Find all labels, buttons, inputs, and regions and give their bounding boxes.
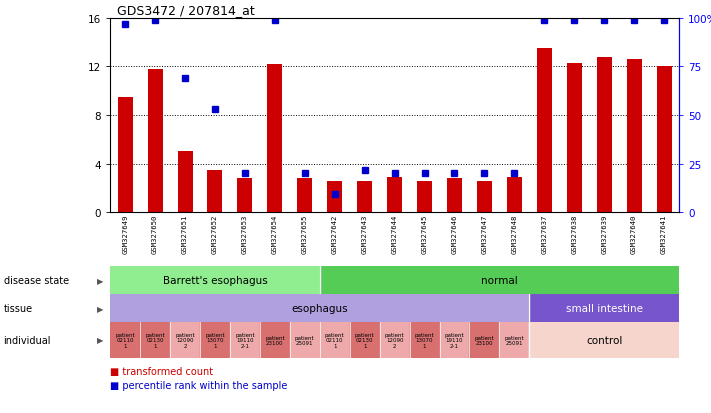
Text: tissue: tissue: [4, 304, 33, 313]
Bar: [529, 323, 679, 358]
Text: GSM327647: GSM327647: [481, 214, 488, 254]
Text: GSM327637: GSM327637: [541, 214, 547, 254]
Bar: [350, 323, 380, 358]
Bar: [267, 65, 282, 213]
Text: ■ transformed count: ■ transformed count: [110, 366, 213, 376]
Text: esophagus: esophagus: [292, 304, 348, 313]
Bar: [320, 323, 350, 358]
Bar: [290, 323, 320, 358]
Text: patient
02130
1: patient 02130 1: [145, 332, 165, 348]
Bar: [439, 323, 469, 358]
Bar: [200, 323, 230, 358]
Bar: [626, 60, 641, 213]
Text: ■ percentile rank within the sample: ■ percentile rank within the sample: [110, 380, 287, 390]
Bar: [178, 152, 193, 213]
Bar: [477, 181, 492, 213]
Bar: [357, 181, 372, 213]
Bar: [597, 57, 611, 213]
Bar: [110, 266, 320, 294]
Text: GSM327650: GSM327650: [152, 214, 158, 254]
Bar: [656, 67, 671, 213]
Text: GSM327644: GSM327644: [392, 214, 397, 254]
Text: small intestine: small intestine: [566, 304, 643, 313]
Text: patient
23100: patient 23100: [265, 335, 284, 345]
Text: patient
12090
2: patient 12090 2: [385, 332, 405, 348]
Text: ▶: ▶: [97, 304, 103, 313]
Bar: [208, 170, 223, 213]
Text: patient
23100: patient 23100: [475, 335, 494, 345]
Text: control: control: [586, 335, 622, 345]
Bar: [417, 181, 432, 213]
Bar: [327, 181, 342, 213]
Text: patient
13070
1: patient 13070 1: [205, 332, 225, 348]
Bar: [118, 97, 133, 213]
Bar: [140, 323, 170, 358]
Text: GSM327645: GSM327645: [422, 214, 427, 254]
Text: patient
19110
2-1: patient 19110 2-1: [235, 332, 255, 348]
Bar: [297, 179, 312, 213]
Text: patient
02130
1: patient 02130 1: [355, 332, 375, 348]
Bar: [230, 323, 260, 358]
Text: GSM327654: GSM327654: [272, 214, 278, 254]
Bar: [110, 294, 529, 323]
Bar: [567, 64, 582, 213]
Bar: [447, 179, 462, 213]
Text: GSM327646: GSM327646: [451, 214, 457, 254]
Text: GSM327653: GSM327653: [242, 214, 248, 254]
Text: GSM327649: GSM327649: [122, 214, 128, 254]
Text: GSM327640: GSM327640: [631, 214, 637, 254]
Text: patient
12090
2: patient 12090 2: [175, 332, 195, 348]
Text: normal: normal: [481, 275, 518, 285]
Text: ▶: ▶: [97, 276, 103, 285]
Bar: [410, 323, 439, 358]
Bar: [537, 49, 552, 213]
Bar: [148, 69, 163, 213]
Bar: [499, 323, 529, 358]
Bar: [110, 323, 140, 358]
Text: GSM327651: GSM327651: [182, 214, 188, 254]
Text: patient
19110
2-1: patient 19110 2-1: [444, 332, 464, 348]
Text: patient
25091: patient 25091: [505, 335, 524, 345]
Text: GSM327648: GSM327648: [511, 214, 518, 254]
Text: individual: individual: [4, 335, 51, 345]
Text: patient
25091: patient 25091: [295, 335, 314, 345]
Text: GSM327638: GSM327638: [571, 214, 577, 254]
Text: GSM327642: GSM327642: [332, 214, 338, 254]
Text: patient
13070
1: patient 13070 1: [415, 332, 434, 348]
Text: ▶: ▶: [97, 336, 103, 344]
Bar: [529, 294, 679, 323]
Bar: [507, 178, 522, 213]
Bar: [170, 323, 200, 358]
Text: GSM327641: GSM327641: [661, 214, 667, 254]
Bar: [380, 323, 410, 358]
Text: GSM327655: GSM327655: [301, 214, 308, 254]
Bar: [387, 178, 402, 213]
Bar: [469, 323, 499, 358]
Bar: [260, 323, 290, 358]
Text: disease state: disease state: [4, 275, 69, 285]
Bar: [237, 179, 252, 213]
Bar: [320, 266, 679, 294]
Text: GSM327639: GSM327639: [602, 214, 607, 254]
Text: GDS3472 / 207814_at: GDS3472 / 207814_at: [117, 4, 255, 17]
Text: patient
02110
1: patient 02110 1: [115, 332, 135, 348]
Text: GSM327643: GSM327643: [362, 214, 368, 254]
Text: Barrett's esophagus: Barrett's esophagus: [163, 275, 267, 285]
Text: patient
02110
1: patient 02110 1: [325, 332, 345, 348]
Text: GSM327652: GSM327652: [212, 214, 218, 254]
